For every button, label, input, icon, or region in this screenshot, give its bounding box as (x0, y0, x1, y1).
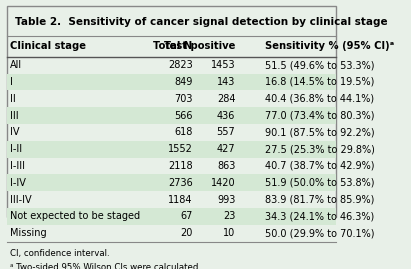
Text: 51.9 (50.0% to 53.8%): 51.9 (50.0% to 53.8%) (265, 178, 374, 188)
Text: I-III: I-III (10, 161, 25, 171)
Text: 703: 703 (174, 94, 193, 104)
Text: 566: 566 (174, 111, 193, 121)
Text: III-IV: III-IV (10, 194, 32, 204)
Text: I-IV: I-IV (10, 178, 26, 188)
Bar (7, 174, 336, 191)
Text: 427: 427 (217, 144, 236, 154)
Bar (7, 141, 336, 158)
Text: 1184: 1184 (168, 194, 193, 204)
Text: 557: 557 (217, 127, 236, 137)
Bar (7, 107, 336, 124)
Text: 1420: 1420 (211, 178, 236, 188)
Text: 77.0 (73.4% to 80.3%): 77.0 (73.4% to 80.3%) (265, 111, 374, 121)
Text: CI, confidence interval.: CI, confidence interval. (10, 249, 110, 258)
Text: 2823: 2823 (168, 60, 193, 70)
Text: 1552: 1552 (168, 144, 193, 154)
Text: Not expected to be staged: Not expected to be staged (10, 211, 140, 221)
Text: Missing: Missing (10, 228, 47, 238)
Text: III: III (10, 111, 19, 121)
Text: 50.0 (29.9% to 70.1%): 50.0 (29.9% to 70.1%) (265, 228, 374, 238)
Text: 27.5 (25.3% to 29.8%): 27.5 (25.3% to 29.8%) (265, 144, 375, 154)
Text: 40.4 (36.8% to 44.1%): 40.4 (36.8% to 44.1%) (265, 94, 374, 104)
Text: 993: 993 (217, 194, 236, 204)
Text: 143: 143 (217, 77, 236, 87)
Bar (7, 6, 336, 217)
Text: IV: IV (10, 127, 20, 137)
Text: ᵃ Two-sided 95% Wilson CIs were calculated.: ᵃ Two-sided 95% Wilson CIs were calculat… (10, 263, 201, 269)
Text: 849: 849 (174, 77, 193, 87)
Text: 20: 20 (180, 228, 193, 238)
Text: 67: 67 (180, 211, 193, 221)
Text: 2118: 2118 (168, 161, 193, 171)
Text: 863: 863 (217, 161, 236, 171)
Text: 40.7 (38.7% to 42.9%): 40.7 (38.7% to 42.9%) (265, 161, 374, 171)
Text: 16.8 (14.5% to 19.5%): 16.8 (14.5% to 19.5%) (265, 77, 374, 87)
Text: All: All (10, 60, 22, 70)
Text: 83.9 (81.7% to 85.9%): 83.9 (81.7% to 85.9%) (265, 194, 374, 204)
Text: 436: 436 (217, 111, 236, 121)
Text: Test positive: Test positive (164, 41, 236, 51)
Text: 618: 618 (174, 127, 193, 137)
Text: 90.1 (87.5% to 92.2%): 90.1 (87.5% to 92.2%) (265, 127, 375, 137)
Text: II: II (10, 94, 16, 104)
Text: 23: 23 (223, 211, 236, 221)
Text: 1453: 1453 (211, 60, 236, 70)
Text: I-II: I-II (10, 144, 22, 154)
Bar (7, 74, 336, 90)
Text: 51.5 (49.6% to 53.3%): 51.5 (49.6% to 53.3%) (265, 60, 374, 70)
Text: I: I (10, 77, 13, 87)
Text: 34.3 (24.1% to 46.3%): 34.3 (24.1% to 46.3%) (265, 211, 374, 221)
Bar (7, 208, 336, 225)
Text: Clinical stage: Clinical stage (10, 41, 86, 51)
Text: Table 2.  Sensitivity of cancer signal detection by clinical stage: Table 2. Sensitivity of cancer signal de… (16, 17, 388, 27)
Text: 10: 10 (223, 228, 236, 238)
Text: 2736: 2736 (168, 178, 193, 188)
Text: Total N: Total N (153, 41, 193, 51)
Text: Sensitivity % (95% CI)ᵃ: Sensitivity % (95% CI)ᵃ (265, 41, 394, 51)
Text: 284: 284 (217, 94, 236, 104)
